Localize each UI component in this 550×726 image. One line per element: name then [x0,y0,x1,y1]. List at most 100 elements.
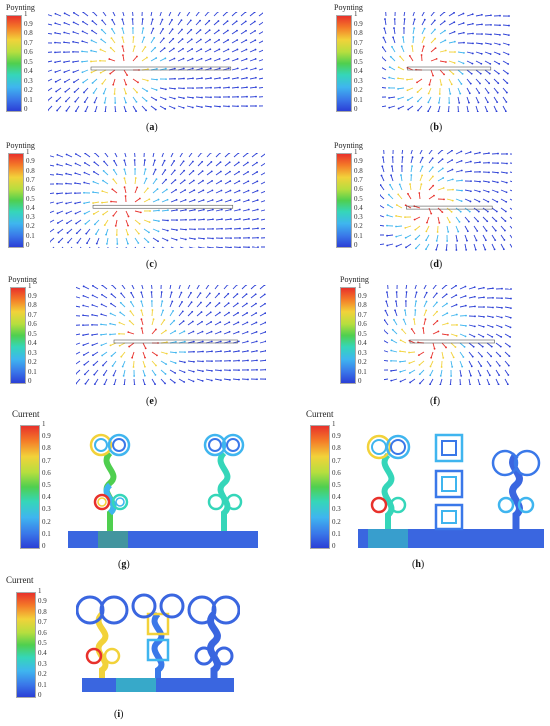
colorbar-tick-label: 0 [24,105,28,113]
colorbar-tick-label: 0.5 [354,57,363,66]
antenna-geometry [358,433,544,548]
colorbar-tick-label: 0.4 [28,339,37,347]
colorbar-tick-label: 1 [358,282,362,290]
caption-g: (g) [118,559,130,570]
colorbar-tick-label: 0.5 [26,194,35,203]
colorbar-tick-label: 0.8 [24,29,33,37]
caption-f: (f) [430,396,441,407]
colorbar-tick-label: 0.1 [354,231,363,240]
colorbar-tick-label: 0.7 [42,456,51,465]
colorbar-tick-label: 0.7 [24,38,33,47]
colorbar-tick-label: 0.8 [332,444,341,453]
colorbar-tick-label: 0.3 [332,505,341,514]
colorbar-tick-label: 0.6 [26,185,35,194]
colorbar-title: Poynting [334,141,363,150]
colorbar-tick-label: 0.9 [28,291,37,300]
colorbar-tick-label: 0.3 [28,348,37,357]
colorbar [6,15,22,112]
colorbar-tick-label: 0.8 [354,29,363,37]
colorbar-tick-label: 0.3 [26,213,35,222]
colorbar-tick-label: 0.6 [354,48,363,56]
colorbar-title: Current [306,409,334,419]
poynting-vector-field-plot [76,285,266,385]
colorbar-tick-label: 0.5 [28,329,37,338]
colorbar [340,287,356,384]
colorbar-tick-label: 0.3 [24,76,33,85]
antenna-current-distribution-plot [68,425,258,550]
colorbar-tick-label: 0.3 [38,659,47,668]
colorbar-tick-label: 0.8 [38,607,47,616]
colorbar [310,425,330,549]
colorbar-tick-label: 0.9 [358,291,367,300]
colorbar [20,425,40,549]
colorbar-ticks: 1 0.9 0.8 0.7 0.6 0.5 0.4 0.3 0.2 0.1 0 [354,11,368,113]
antenna-geometry [68,433,258,548]
colorbar-tick-label: 0.2 [332,517,341,526]
colorbar-tick-label: 1 [354,148,358,156]
colorbar-ticks: 1 0.9 0.8 0.7 0.6 0.5 0.4 0.3 0.2 0.1 0 [358,283,372,385]
poynting-vector-field-plot [380,150,512,252]
colorbar-title: Poynting [340,275,369,284]
caption-a: (a) [146,122,158,133]
colorbar-ticks: 1 0.9 0.8 0.7 0.6 0.5 0.4 0.3 0.2 0.1 0 [26,149,40,249]
arrow-field [48,12,263,112]
colorbar [336,153,352,248]
colorbar-ticks: 1 0.9 0.8 0.7 0.6 0.5 0.4 0.3 0.2 0.1 0 [38,588,54,699]
colorbar-tick-label: 0.5 [42,481,51,489]
colorbar-tick-label: 0.3 [358,348,367,357]
colorbar-tick-label: 0.7 [28,310,37,319]
colorbar-tick-label: 0.9 [332,432,341,441]
antenna-geometry [76,593,240,692]
antenna-current-distribution-plot [358,425,544,550]
colorbar-title: Poynting [6,141,35,150]
colorbar-tick-label: 0.9 [354,157,363,166]
colorbar-tick-label: 0.7 [332,456,341,465]
arrow-field [382,12,510,112]
colorbar-tick-label: 0.1 [358,367,367,376]
colorbar-tick-label: 0.6 [42,468,51,477]
colorbar-tick-label: 0.1 [24,95,33,104]
colorbar-tick-label: 0.2 [354,86,363,94]
colorbar-tick-label: 0.4 [354,203,363,212]
colorbar-ticks: 1 0.9 0.8 0.7 0.6 0.5 0.4 0.3 0.2 0.1 0 [28,283,42,385]
colorbar-tick-label: 0.3 [354,213,363,222]
colorbar-tick-label: 0.6 [28,320,37,328]
colorbar-tick-label: 0.4 [24,67,33,75]
colorbar-tick-label: 0.7 [38,618,47,627]
colorbar-tick-label: 0.2 [26,222,35,231]
colorbar-tick-label: 0.1 [42,529,51,538]
colorbar-tick-label: 1 [26,148,30,156]
colorbar-tick-label: 0.2 [42,517,51,526]
colorbar-tick-label: 0.2 [24,86,33,94]
colorbar-tick-label: 0.6 [332,468,341,477]
colorbar-tick-label: 0 [354,241,358,249]
colorbar-title: Current [6,575,34,585]
colorbar-tick-label: 0.9 [42,432,51,441]
colorbar-tick-label: 0.8 [28,301,37,309]
colorbar-tick-label: 0.8 [354,166,363,175]
colorbar [336,15,352,112]
colorbar-tick-label: 0.4 [38,649,47,658]
colorbar-tick-label: 0 [42,542,46,550]
colorbar-tick-label: 0.5 [332,481,341,489]
colorbar-tick-label: 0 [26,241,30,249]
poynting-vector-field-plot [384,285,514,385]
colorbar-tick-label: 0.5 [38,639,47,647]
arrow-field [50,153,265,248]
colorbar-tick-label: 1 [332,420,336,428]
colorbar-tick-label: 0.1 [38,680,47,689]
colorbar-tick-label: 0.7 [354,175,363,184]
colorbar-tick-label: 0.4 [354,67,363,75]
colorbar-tick-label: 0 [332,542,336,550]
caption-e: (e) [146,396,158,407]
colorbar [16,592,36,698]
colorbar-title: Poynting [334,3,363,12]
colorbar-title: Current [12,409,40,419]
colorbar-tick-label: 0.1 [28,367,37,376]
caption-i: (i) [114,709,124,720]
colorbar-tick-label: 0.3 [354,76,363,85]
colorbar-tick-label: 0.2 [358,358,367,366]
colorbar-tick-label: 0.4 [42,493,51,502]
colorbar-tick-label: 0.5 [354,194,363,203]
colorbar-tick-label: 1 [28,282,32,290]
